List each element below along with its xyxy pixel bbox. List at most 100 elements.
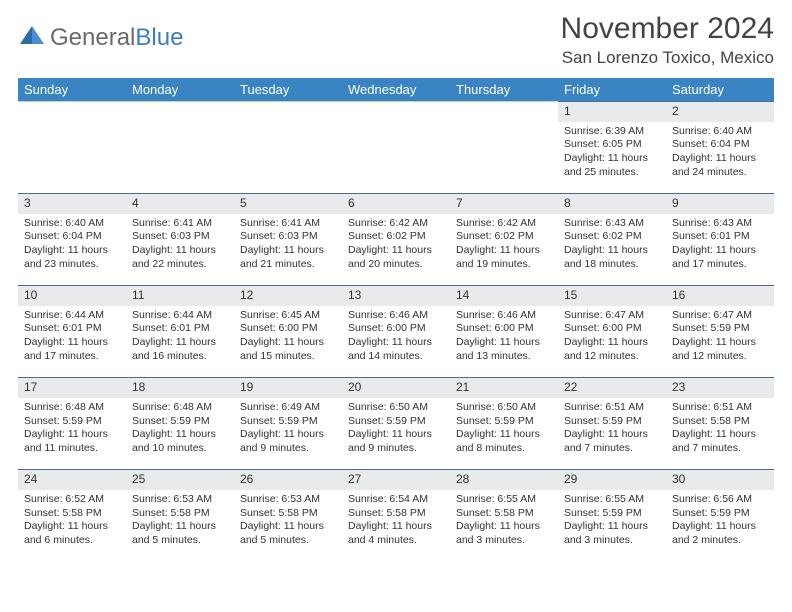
day-number-cell: 27 [342, 470, 450, 490]
day-number-cell: 19 [234, 378, 342, 398]
daylight-text: Daylight: 11 hours and 6 minutes. [24, 520, 120, 547]
day-number-cell: 29 [558, 470, 666, 490]
daylight-text: Daylight: 11 hours and 7 minutes. [564, 428, 660, 455]
daylight-text: Daylight: 11 hours and 17 minutes. [24, 336, 120, 363]
day-content-cell: Sunrise: 6:53 AMSunset: 5:58 PMDaylight:… [126, 490, 234, 562]
day-content-cell: Sunrise: 6:46 AMSunset: 6:00 PMDaylight:… [450, 306, 558, 378]
daynum-row: 3456789 [18, 194, 774, 214]
day-number-cell [18, 102, 126, 122]
daylight-text: Daylight: 11 hours and 20 minutes. [348, 244, 444, 271]
sunset-text: Sunset: 6:00 PM [348, 322, 444, 336]
day-number-cell [342, 102, 450, 122]
day-number-cell: 17 [18, 378, 126, 398]
day-content-cell: Sunrise: 6:46 AMSunset: 6:00 PMDaylight:… [342, 306, 450, 378]
sunrise-text: Sunrise: 6:53 AM [132, 493, 228, 507]
daylight-text: Daylight: 11 hours and 17 minutes. [672, 244, 768, 271]
day-content-cell: Sunrise: 6:49 AMSunset: 5:59 PMDaylight:… [234, 398, 342, 470]
title-block: November 2024 San Lorenzo Toxico, Mexico [561, 12, 774, 68]
sunrise-text: Sunrise: 6:40 AM [24, 217, 120, 231]
day-content-cell: Sunrise: 6:52 AMSunset: 5:58 PMDaylight:… [18, 490, 126, 562]
daylight-text: Daylight: 11 hours and 11 minutes. [24, 428, 120, 455]
sunrise-text: Sunrise: 6:47 AM [564, 309, 660, 323]
daylight-text: Daylight: 11 hours and 9 minutes. [240, 428, 336, 455]
day-content-row: Sunrise: 6:39 AMSunset: 6:05 PMDaylight:… [18, 122, 774, 194]
sunrise-text: Sunrise: 6:55 AM [456, 493, 552, 507]
weekday-header: Friday [558, 78, 666, 102]
month-title: November 2024 [561, 12, 774, 46]
day-number-cell: 24 [18, 470, 126, 490]
logo-mark-icon [18, 22, 48, 53]
weekday-row: SundayMondayTuesdayWednesdayThursdayFrid… [18, 78, 774, 102]
daylight-text: Daylight: 11 hours and 4 minutes. [348, 520, 444, 547]
page-header: GeneralBlue November 2024 San Lorenzo To… [18, 12, 774, 72]
day-number-cell: 18 [126, 378, 234, 398]
sunset-text: Sunset: 5:58 PM [672, 415, 768, 429]
daylight-text: Daylight: 11 hours and 15 minutes. [240, 336, 336, 363]
sunset-text: Sunset: 5:58 PM [456, 507, 552, 521]
day-content-cell: Sunrise: 6:41 AMSunset: 6:03 PMDaylight:… [234, 214, 342, 286]
daynum-row: 10111213141516 [18, 286, 774, 306]
day-content-row: Sunrise: 6:44 AMSunset: 6:01 PMDaylight:… [18, 306, 774, 378]
daylight-text: Daylight: 11 hours and 24 minutes. [672, 152, 768, 179]
sunset-text: Sunset: 5:59 PM [672, 507, 768, 521]
sunset-text: Sunset: 6:04 PM [672, 138, 768, 152]
day-number-cell: 12 [234, 286, 342, 306]
day-number-cell [126, 102, 234, 122]
sunrise-text: Sunrise: 6:43 AM [672, 217, 768, 231]
daylight-text: Daylight: 11 hours and 22 minutes. [132, 244, 228, 271]
sunset-text: Sunset: 6:02 PM [456, 230, 552, 244]
sunset-text: Sunset: 5:59 PM [240, 415, 336, 429]
day-content-cell: Sunrise: 6:47 AMSunset: 6:00 PMDaylight:… [558, 306, 666, 378]
daynum-row: 12 [18, 102, 774, 122]
sunset-text: Sunset: 6:01 PM [24, 322, 120, 336]
sunset-text: Sunset: 6:02 PM [348, 230, 444, 244]
day-content-cell: Sunrise: 6:42 AMSunset: 6:02 PMDaylight:… [342, 214, 450, 286]
day-number-cell: 7 [450, 194, 558, 214]
sunset-text: Sunset: 5:58 PM [132, 507, 228, 521]
calendar-table: SundayMondayTuesdayWednesdayThursdayFrid… [18, 78, 774, 562]
day-content-cell: Sunrise: 6:48 AMSunset: 5:59 PMDaylight:… [18, 398, 126, 470]
day-number-cell [450, 102, 558, 122]
daylight-text: Daylight: 11 hours and 8 minutes. [456, 428, 552, 455]
sunrise-text: Sunrise: 6:41 AM [132, 217, 228, 231]
logo-word1: General [50, 24, 135, 51]
day-content-cell: Sunrise: 6:44 AMSunset: 6:01 PMDaylight:… [126, 306, 234, 378]
sunrise-text: Sunrise: 6:44 AM [24, 309, 120, 323]
weekday-header: Thursday [450, 78, 558, 102]
weekday-header: Saturday [666, 78, 774, 102]
day-number-cell: 26 [234, 470, 342, 490]
sunrise-text: Sunrise: 6:42 AM [348, 217, 444, 231]
day-content-row: Sunrise: 6:52 AMSunset: 5:58 PMDaylight:… [18, 490, 774, 562]
day-content-cell [450, 122, 558, 194]
daylight-text: Daylight: 11 hours and 12 minutes. [564, 336, 660, 363]
daylight-text: Daylight: 11 hours and 19 minutes. [456, 244, 552, 271]
day-content-cell: Sunrise: 6:47 AMSunset: 5:59 PMDaylight:… [666, 306, 774, 378]
daylight-text: Daylight: 11 hours and 14 minutes. [348, 336, 444, 363]
day-content-cell: Sunrise: 6:44 AMSunset: 6:01 PMDaylight:… [18, 306, 126, 378]
day-content-cell: Sunrise: 6:42 AMSunset: 6:02 PMDaylight:… [450, 214, 558, 286]
calendar-body: 12Sunrise: 6:39 AMSunset: 6:05 PMDayligh… [18, 102, 774, 562]
daylight-text: Daylight: 11 hours and 5 minutes. [132, 520, 228, 547]
daylight-text: Daylight: 11 hours and 21 minutes. [240, 244, 336, 271]
logo-word2: Blue [135, 24, 183, 51]
logo-text: GeneralBlue [50, 24, 183, 52]
day-content-row: Sunrise: 6:40 AMSunset: 6:04 PM Daylight:… [18, 214, 774, 286]
day-content-cell: Sunrise: 6:41 AMSunset: 6:03 PMDaylight:… [126, 214, 234, 286]
daylight-text: Daylight: 11 hours and 3 minutes. [564, 520, 660, 547]
sunset-text: Sunset: 6:00 PM [564, 322, 660, 336]
sunset-text: Sunset: 5:58 PM [240, 507, 336, 521]
day-number-cell [234, 102, 342, 122]
sunset-text: Sunset: 5:59 PM [132, 415, 228, 429]
sunrise-text: Sunrise: 6:51 AM [672, 401, 768, 415]
sunset-text: Sunset: 5:59 PM [24, 415, 120, 429]
day-content-cell: Sunrise: 6:51 AMSunset: 5:59 PMDaylight:… [558, 398, 666, 470]
weekday-header: Monday [126, 78, 234, 102]
day-content-cell: Sunrise: 6:43 AMSunset: 6:02 PMDaylight:… [558, 214, 666, 286]
day-content-cell: Sunrise: 6:50 AMSunset: 5:59 PMDaylight:… [342, 398, 450, 470]
sunrise-text: Sunrise: 6:42 AM [456, 217, 552, 231]
day-number-cell: 4 [126, 194, 234, 214]
day-content-cell [18, 122, 126, 194]
sunset-text: Sunset: 6:04 PM [24, 230, 120, 244]
day-number-cell: 25 [126, 470, 234, 490]
sunrise-text: Sunrise: 6:45 AM [240, 309, 336, 323]
